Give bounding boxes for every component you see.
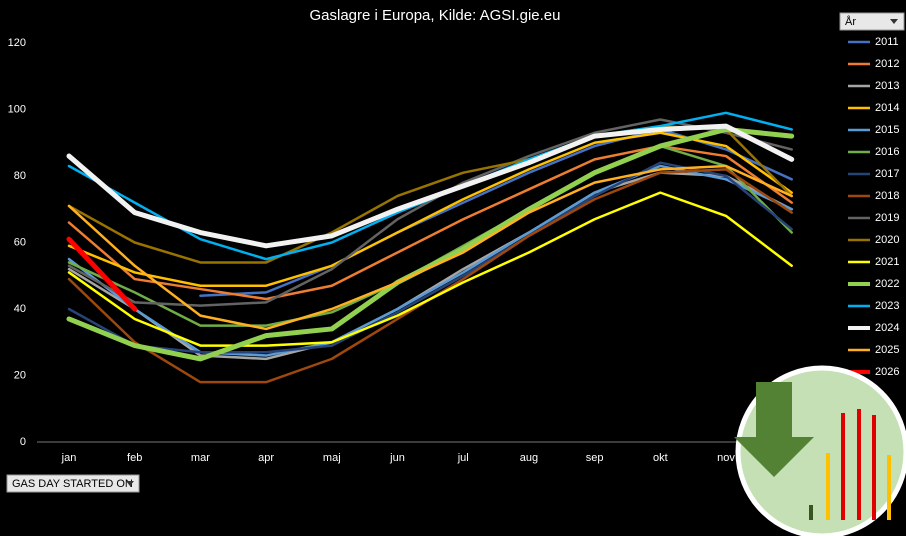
logo <box>734 365 906 536</box>
legend-label: 2023 <box>875 300 899 312</box>
legend-label: 2012 <box>875 58 899 70</box>
series-line <box>67 164 793 331</box>
legend-label: 2025 <box>875 344 899 356</box>
x-tick-label: nov <box>717 452 735 464</box>
x-tick-label: jan <box>61 452 77 464</box>
legend-label: 2015 <box>875 124 899 136</box>
legend-label: 2020 <box>875 234 899 246</box>
field-box[interactable] <box>6 474 140 493</box>
x-tick-label: sep <box>586 452 604 464</box>
legend-label: 2011 <box>875 36 899 48</box>
series-line <box>67 191 793 347</box>
legend-label: 2017 <box>875 168 899 180</box>
legend-label: 2021 <box>875 256 899 268</box>
legend-label: 2014 <box>875 102 899 114</box>
series-line <box>67 124 793 264</box>
x-tick-label: jul <box>457 452 469 464</box>
series-line <box>67 131 793 287</box>
filter-box[interactable] <box>839 12 905 31</box>
series-line <box>67 164 793 357</box>
series-line <box>66 236 138 312</box>
logo-bar <box>809 505 813 520</box>
series-line <box>67 161 793 354</box>
legend-label: 2013 <box>875 80 899 92</box>
logo-bar <box>841 413 845 520</box>
logo-bar <box>826 453 830 520</box>
logo-bar <box>857 409 861 520</box>
legend-label: 2018 <box>875 190 899 202</box>
x-tick-label: aug <box>520 452 538 464</box>
legend-label: 2019 <box>875 212 899 224</box>
plot-area <box>66 111 795 384</box>
x-tick-label: mar <box>191 452 210 464</box>
series-line <box>67 144 793 301</box>
field-label[interactable]: GAS DAY STARTED ON <box>12 478 133 490</box>
y-tick-label: 40 <box>14 303 26 315</box>
series-line <box>67 118 793 307</box>
y-tick-label: 80 <box>14 170 26 182</box>
logo-bar <box>887 455 891 520</box>
x-tick-label: jun <box>389 452 405 464</box>
axis-field-button[interactable]: GAS DAY STARTED ON <box>6 474 140 493</box>
dropdown-arrow[interactable] <box>126 481 134 486</box>
legend-filter[interactable]: År <box>839 12 905 31</box>
x-tick-label: okt <box>653 452 668 464</box>
x-tick-label: maj <box>323 452 341 464</box>
series-line <box>66 126 795 362</box>
x-tick-label: feb <box>127 452 142 464</box>
y-tick-label: 0 <box>20 436 26 448</box>
y-tick-label: 20 <box>14 369 26 381</box>
y-tick-label: 120 <box>8 37 26 49</box>
legend-label: 2016 <box>875 146 899 158</box>
series-line <box>66 123 795 249</box>
y-tick-label: 100 <box>8 103 26 115</box>
legend-label: 2022 <box>875 278 899 290</box>
y-tick-label: 60 <box>14 236 26 248</box>
x-tick-label: apr <box>258 452 274 464</box>
legend-label: 2026 <box>875 366 899 378</box>
legend-label: 2024 <box>875 322 899 334</box>
logo-bar <box>872 415 876 520</box>
filter-label[interactable]: År <box>845 15 856 28</box>
series-line <box>199 128 793 297</box>
chart-title: Gaslagre i Europa, Kilde: AGSI.gie.eu <box>310 7 561 24</box>
dropdown-arrow[interactable] <box>890 19 898 24</box>
logo-arrow <box>734 382 814 477</box>
legend: 2011 2012 2013 2014 2015 2016 2017 2018 2019 2020… <box>848 36 899 378</box>
